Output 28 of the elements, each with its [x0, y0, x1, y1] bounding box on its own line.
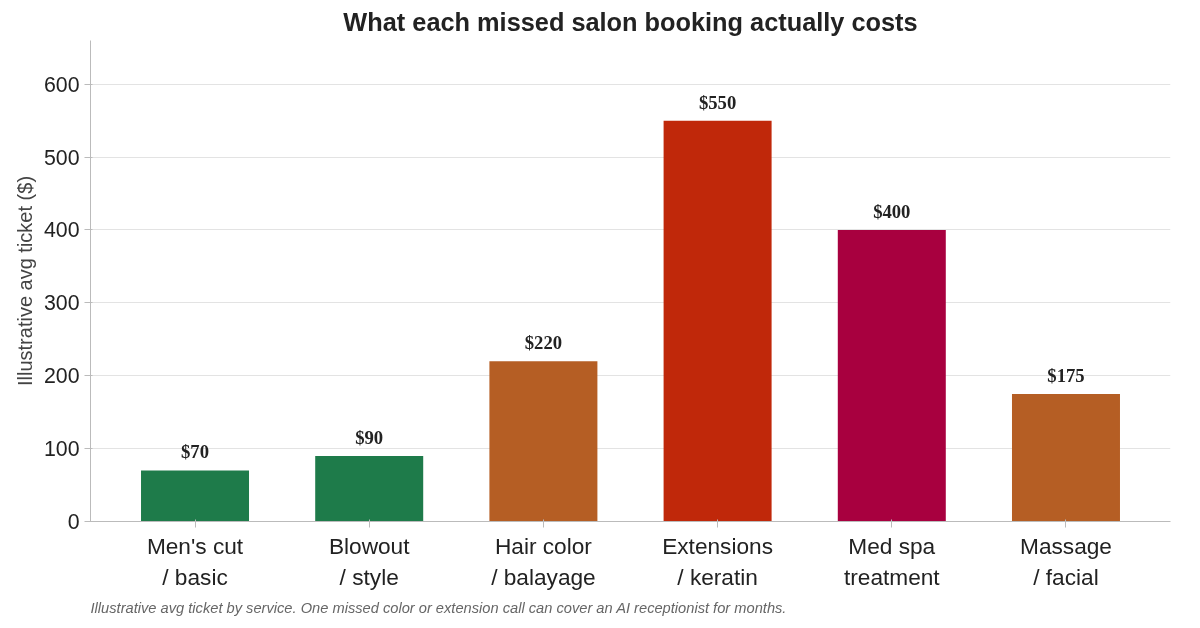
y-tick-label: 300	[43, 291, 80, 316]
bar	[837, 229, 946, 522]
y-tick-label: 100	[43, 437, 80, 462]
y-tick-label: 600	[43, 72, 80, 97]
data-label: $220	[524, 332, 563, 354]
data-label: $550	[698, 91, 737, 113]
y-tick-label: 200	[43, 364, 80, 389]
chart-title: What each missed salon booking actually costs	[343, 7, 918, 36]
y-axis-title: Illustrative avg ticket ($)	[13, 175, 36, 387]
text: Illustrative avg ticket by service. One missed color or extension call can cover an AI receptionist for months.	[90, 599, 787, 616]
x-tick-label: Extensions / keratin	[662, 532, 774, 590]
y-tick-label: 400	[43, 218, 80, 243]
x-tick-label: Massage / facial	[1020, 532, 1112, 590]
bar	[489, 361, 598, 522]
x-tick-label: Blowout / style	[328, 532, 411, 590]
x-tick-label: Med spa treatment	[843, 532, 941, 590]
y-tick-label: 0	[67, 510, 80, 534]
bar	[1011, 393, 1120, 522]
bar	[663, 120, 772, 522]
x-tick-label: Men's cut / basic	[146, 532, 244, 590]
bar	[315, 455, 424, 522]
data-label: $400	[873, 200, 911, 222]
x-tick-label: Hair color / balayage	[491, 532, 596, 590]
data-label: $70	[181, 441, 210, 463]
data-label: $175	[1047, 364, 1085, 386]
bar	[141, 470, 250, 522]
data-label: $90	[355, 426, 384, 448]
y-tick-label: 500	[43, 145, 80, 170]
